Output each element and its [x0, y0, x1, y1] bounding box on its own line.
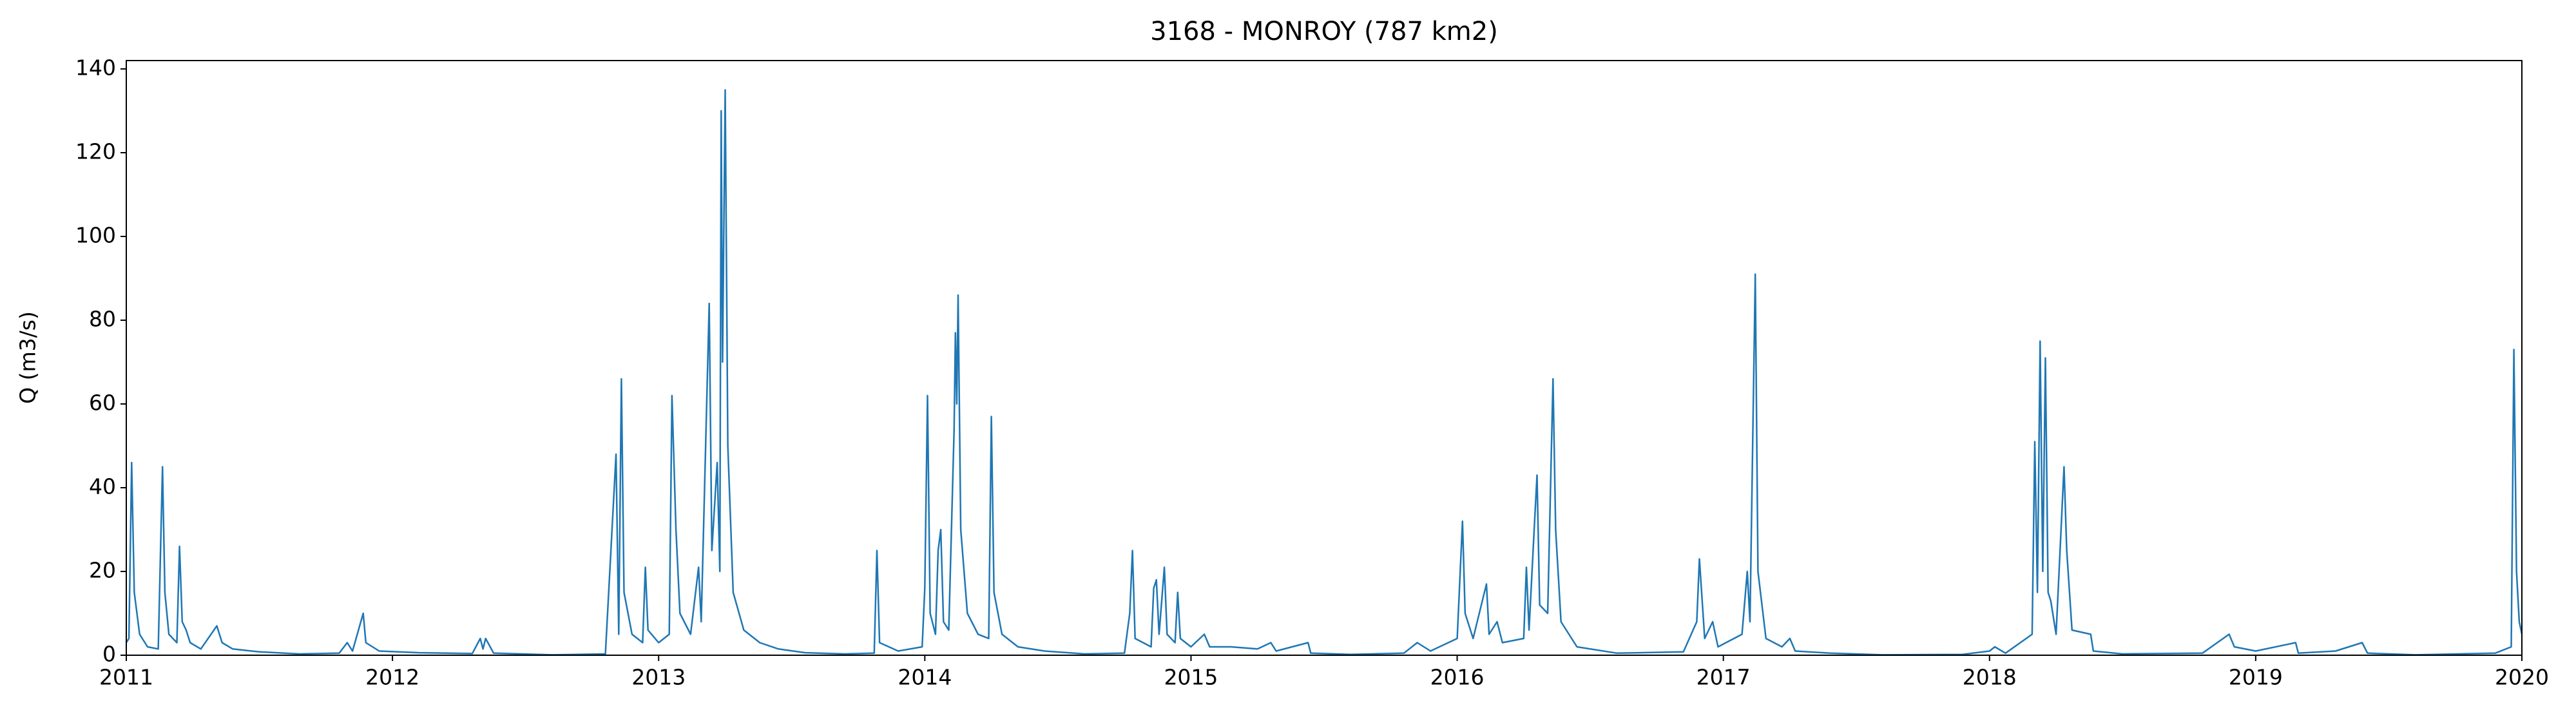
x-tick-label: 2013 [631, 665, 686, 690]
y-tick-label: 120 [75, 139, 116, 164]
y-tick-label: 20 [89, 558, 116, 583]
plot-frame [126, 60, 2523, 656]
y-tick-label: 40 [89, 474, 116, 499]
y-tick-label: 80 [89, 307, 116, 332]
x-tick-label: 2019 [2229, 665, 2283, 690]
y-tick-label: 100 [75, 223, 116, 248]
x-tick-label: 2020 [2495, 665, 2549, 690]
x-tick-label: 2015 [1164, 665, 1218, 690]
x-tick-label: 2018 [1963, 665, 2017, 690]
x-tick-label: 2011 [99, 665, 153, 690]
x-tick-label: 2017 [1697, 665, 1751, 690]
y-tick-label: 140 [75, 55, 116, 81]
flow-line [126, 89, 2522, 655]
x-tick-label: 2012 [365, 665, 419, 690]
y-tick-label: 60 [89, 390, 116, 416]
x-tick-label: 2016 [1430, 665, 1485, 690]
x-tick-label: 2014 [898, 665, 952, 690]
chart-title: 3168 - MONROY (787 km2) [1150, 17, 1498, 46]
y-axis-label: Q (m3/s) [15, 311, 41, 404]
y-tick-label: 0 [102, 642, 116, 667]
